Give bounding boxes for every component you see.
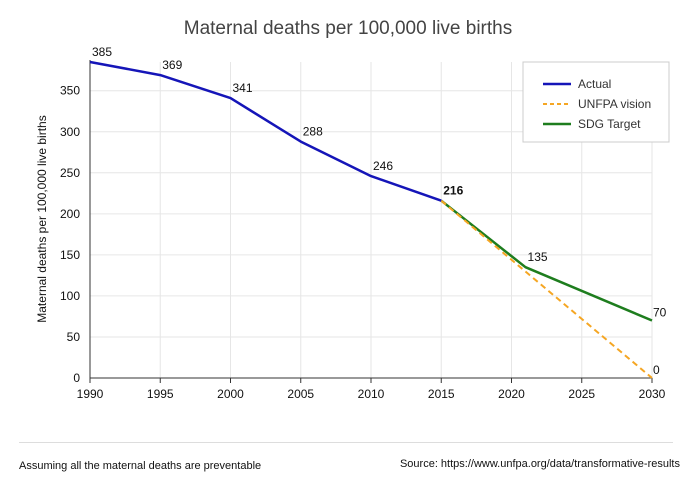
legend-label: UNFPA vision [578,97,651,111]
x-tick-label: 2015 [428,387,455,401]
axes: 0 50 100 150 200 250 300 350 1990 1995 2000 2005 201… [60,60,666,401]
data-label: 135 [528,250,548,264]
gridlines [90,62,653,378]
series-line-sdg-target [440,199,653,322]
legend-box [522,61,670,143]
y-tick-label: 0 [73,371,80,385]
data-label: 0 [653,363,660,377]
y-tick-label: 150 [60,248,80,262]
data-label: 70 [653,306,667,320]
y-tick-label: 200 [60,207,80,221]
x-tick-label: 2020 [498,387,525,401]
series-line-unfpa-vision [440,199,653,379]
x-tick-label: 2000 [217,387,244,401]
x-tick-label: 2030 [639,387,666,401]
data-label: 246 [373,159,393,173]
x-tick-label: 1995 [147,387,174,401]
series-lines [89,60,653,379]
y-tick-label: 50 [67,330,81,344]
legend-label: Actual [578,77,611,91]
y-axis-label: Maternal deaths per 100,000 live births [35,115,49,322]
x-tick-label: 2005 [287,387,314,401]
data-label: 216 [443,184,463,198]
data-label: 341 [233,81,253,95]
data-labels: 385 369 341 288 246 216 0 135 70 [92,45,667,377]
footer-divider [19,442,673,443]
data-label: 369 [162,58,182,72]
footnote: Assuming all the maternal deaths are pre… [19,460,262,472]
y-tick-label: 350 [60,84,80,98]
y-tick-label: 100 [60,289,80,303]
y-tick-label: 250 [60,166,80,180]
chart-plot: 0 50 100 150 200 250 300 350 1990 1995 2000 2005 201… [35,45,670,401]
data-label: 288 [303,125,323,139]
series-line-actual [89,60,442,202]
legend-label: SDG Target [578,117,641,131]
data-label: 385 [92,45,112,59]
x-tick-label: 1990 [77,387,104,401]
x-tick-label: 2010 [358,387,385,401]
x-tick-label: 2025 [568,387,595,401]
source-text: Source: https://www.unfpa.org/data/trans… [399,458,680,470]
chart-title: Maternal deaths per 100,000 live births [183,18,513,39]
y-tick-label: 300 [60,125,80,139]
legend: Actual UNFPA vision SDG Target [522,61,670,143]
